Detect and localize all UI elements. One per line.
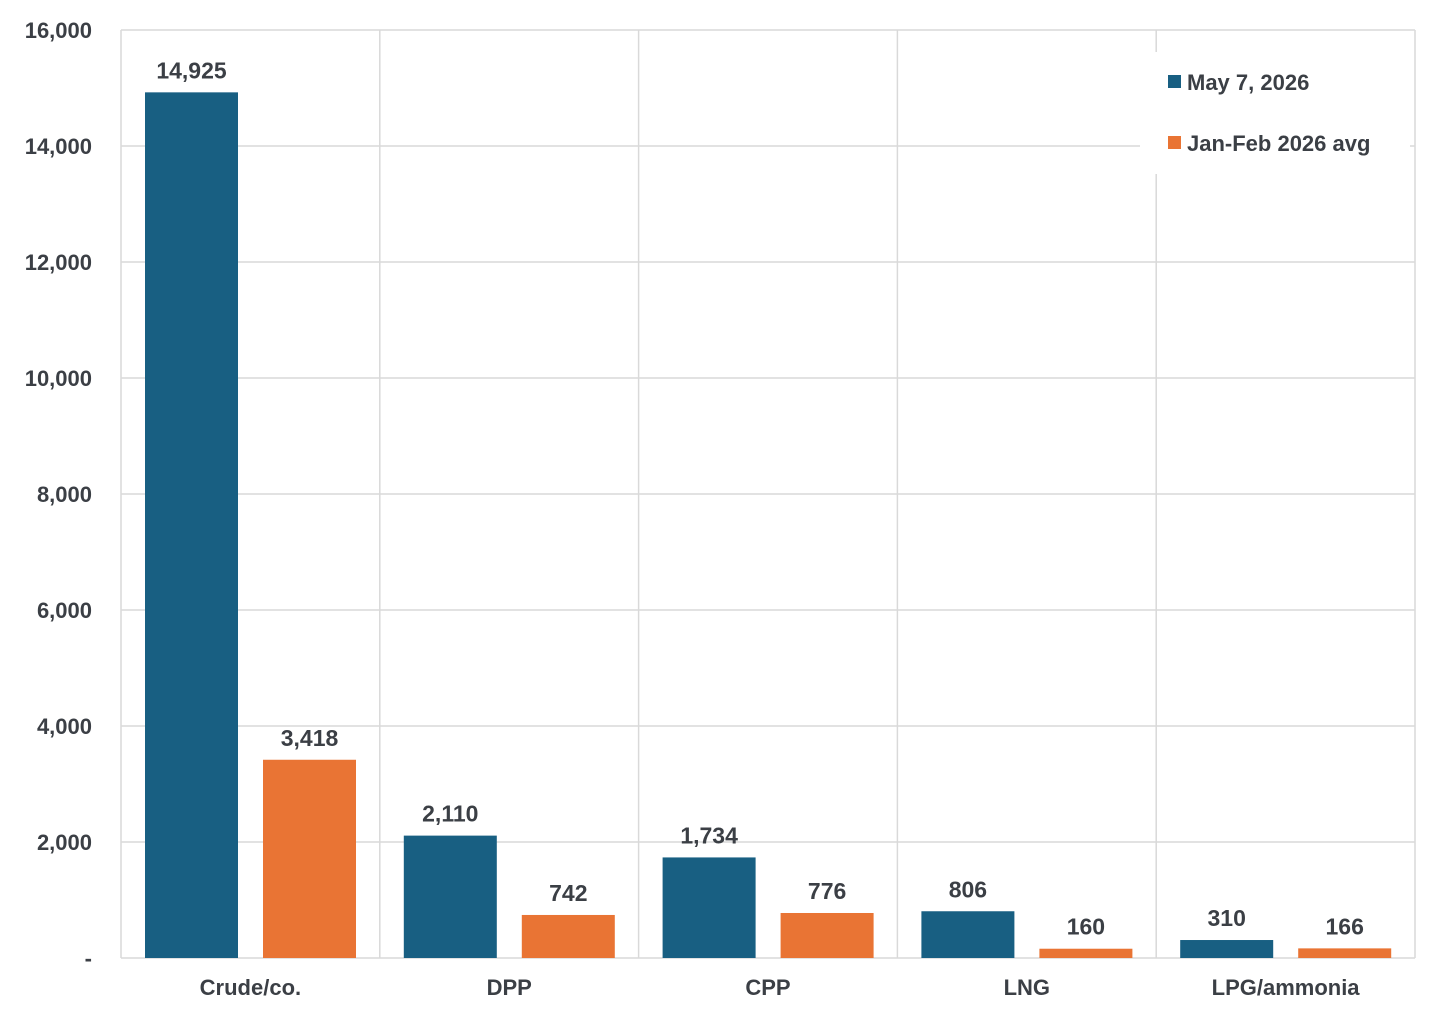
y-tick-label: 12,000 [25, 250, 92, 275]
y-tick-label: 14,000 [25, 134, 92, 159]
legend: May 7, 2026 Jan-Feb 2026 avg [1140, 52, 1410, 174]
bar [921, 911, 1015, 958]
y-axis-tick-labels: - 2,000 4,000 6,000 8,000 10,000 12,000 14,000 1… [25, 18, 92, 971]
y-tick-label: 10,000 [25, 366, 92, 391]
y-tick-label: - [85, 946, 92, 971]
data-label: 2,110 [422, 801, 478, 827]
y-tick-label: 2,000 [37, 830, 92, 855]
data-label: 1,734 [680, 822, 738, 848]
bar [1039, 948, 1133, 958]
bar [1180, 940, 1274, 958]
data-label: 742 [549, 880, 587, 906]
data-label: 3,418 [281, 725, 339, 751]
bar [780, 912, 874, 958]
legend-entry-label: Jan-Feb 2026 avg [1187, 131, 1370, 156]
data-labels: 14,925 2,110 1,734 806 310 3,418 742 776 160 166 [156, 57, 1364, 939]
x-category-label: CPP [745, 975, 790, 1000]
data-label: 160 [1067, 914, 1105, 940]
bar [145, 92, 238, 959]
data-label: 166 [1326, 913, 1364, 939]
x-category-label: Crude/co. [200, 975, 301, 1000]
y-tick-label: 4,000 [37, 714, 92, 739]
grid-lines [120, 29, 1416, 959]
data-label: 776 [808, 878, 846, 904]
y-tick-label: 8,000 [37, 482, 92, 507]
y-tick-label: 16,000 [25, 18, 92, 43]
legend-swatch [1168, 136, 1181, 149]
x-axis-category-labels: Crude/co. DPP CPP LNG LPG/ammonia [200, 975, 1361, 1000]
y-tick-label: 6,000 [37, 598, 92, 623]
legend-swatch [1168, 75, 1181, 88]
legend-background [1140, 52, 1410, 174]
bar [662, 857, 756, 958]
legend-entry-label: May 7, 2026 [1187, 70, 1309, 95]
bars [145, 92, 1392, 959]
bar [521, 914, 615, 958]
x-category-label: DPP [487, 975, 532, 1000]
data-label: 14,925 [156, 57, 227, 83]
x-category-label: LNG [1004, 975, 1050, 1000]
data-label: 310 [1208, 905, 1246, 931]
x-category-label: LPG/ammonia [1212, 975, 1361, 1000]
bar [1298, 948, 1392, 958]
bar [403, 835, 497, 958]
data-label: 806 [949, 876, 987, 902]
bar [263, 759, 356, 958]
